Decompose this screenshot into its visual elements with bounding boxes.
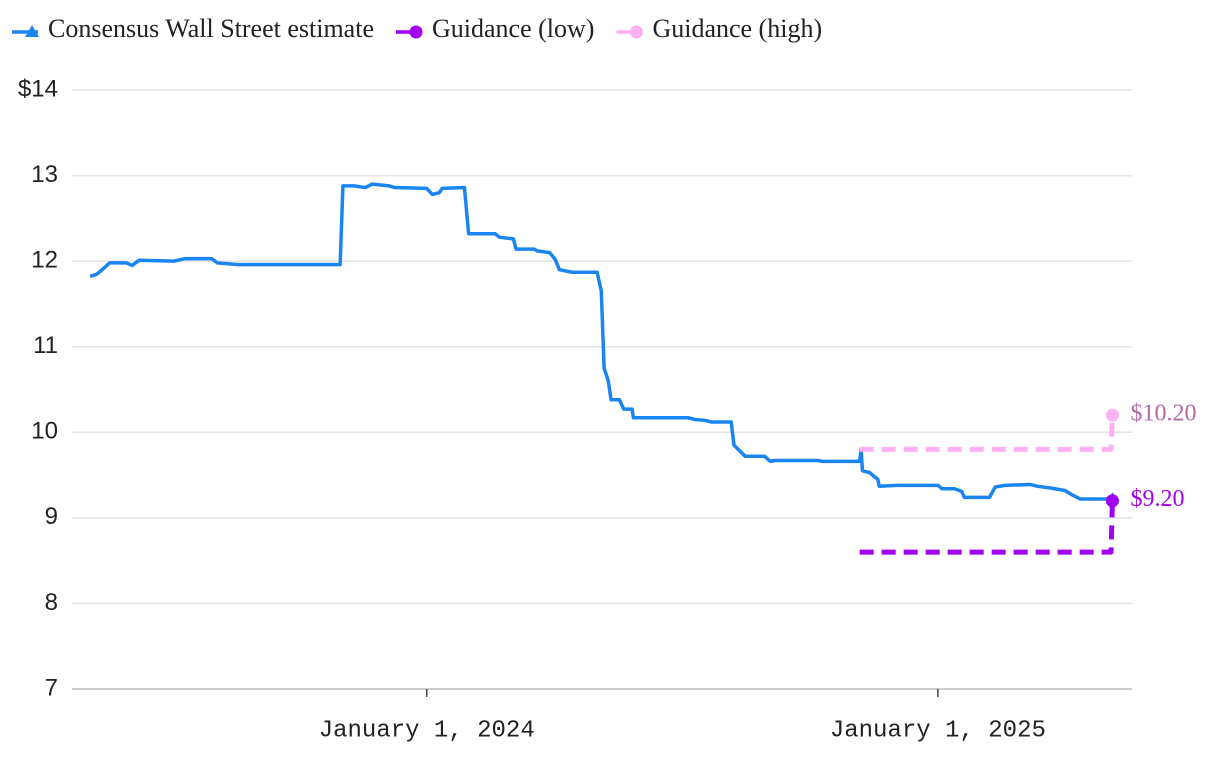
legend-item: Consensus Wall Street estimate [12,14,374,43]
x-tick-label: January 1, 2024 [319,717,535,744]
legend-label: Consensus Wall Street estimate [48,14,374,43]
x-tick-label: January 1, 2025 [830,717,1046,744]
y-tick-label: 11 [33,332,58,359]
legend-label: Guidance (low) [432,14,594,43]
series-line [859,500,1115,555]
legend-item: Guidance (high) [616,14,822,43]
series-line [859,415,1115,452]
y-tick-label: 8 [45,589,58,616]
y-tick-label: 9 [45,503,58,530]
y-tick-label: $14 [18,75,58,102]
value-label: $10.20 [1130,401,1196,427]
end-marker [1105,494,1119,508]
y-tick-label: 10 [31,418,58,445]
legend-marker [25,25,39,37]
y-tick-label: 7 [45,674,58,701]
y-tick-label: 12 [31,246,58,273]
legend-marker [409,25,423,39]
y-tick-label: 13 [31,161,58,188]
legend-marker [629,25,643,39]
end-marker [1105,408,1119,422]
series-line [89,182,1113,501]
value-label: $9.20 [1130,486,1184,512]
legend-label: Guidance (high) [652,14,822,43]
legend-item: Guidance (low) [396,14,594,43]
